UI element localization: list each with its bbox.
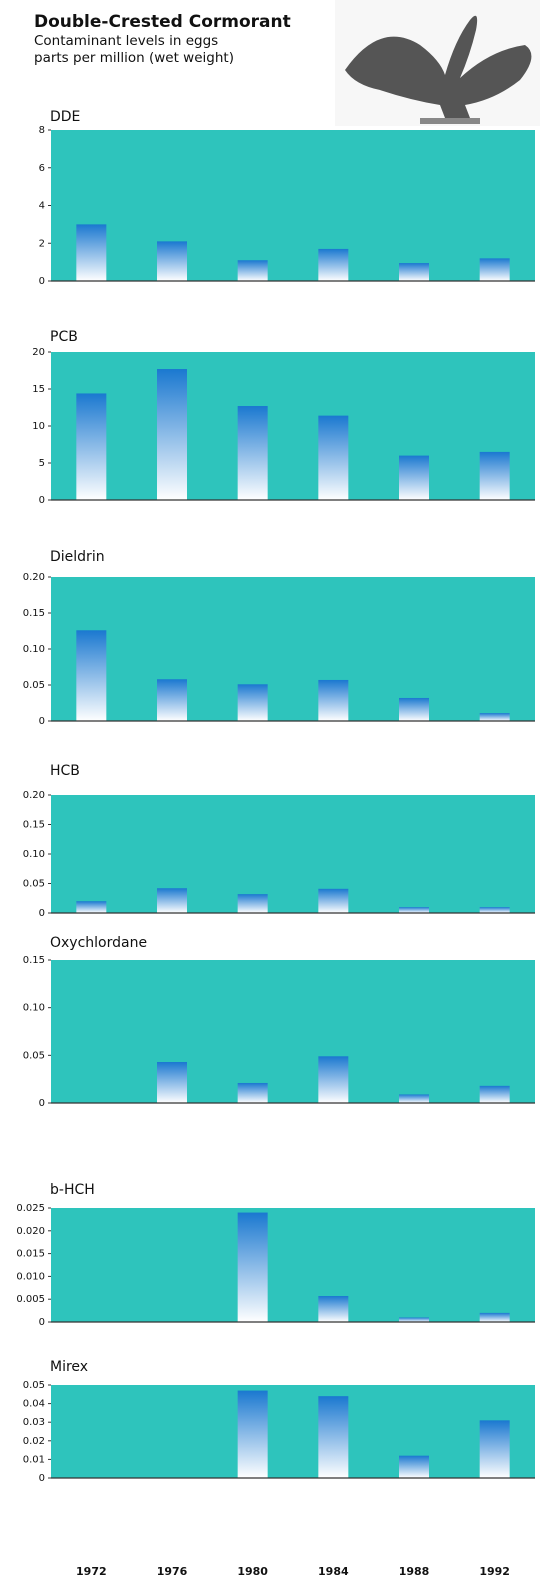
bar bbox=[157, 679, 187, 721]
y-tick-label: 0.10 bbox=[23, 644, 45, 655]
bar bbox=[479, 258, 510, 281]
bar bbox=[76, 630, 107, 721]
bar bbox=[479, 713, 510, 721]
panel-title: Mirex bbox=[50, 1359, 88, 1375]
y-tick-label: 0.20 bbox=[23, 790, 45, 801]
bar bbox=[399, 697, 429, 721]
subtitle: parts per million (wet weight) bbox=[34, 50, 234, 66]
y-tick-label: 0.005 bbox=[16, 1294, 45, 1305]
y-tick-label: 0.20 bbox=[23, 572, 45, 583]
bar bbox=[399, 1317, 429, 1322]
bar bbox=[237, 1082, 268, 1103]
y-tick-label: 0 bbox=[39, 1098, 45, 1109]
y-tick-label: 0.15 bbox=[23, 955, 45, 966]
bar bbox=[76, 901, 107, 913]
panel-title: Oxychlordane bbox=[50, 935, 147, 951]
x-tick-label: 1988 bbox=[399, 1565, 430, 1578]
y-tick-label: 15 bbox=[32, 384, 45, 395]
y-tick-label: 0.04 bbox=[23, 1399, 45, 1410]
bar bbox=[157, 369, 187, 500]
y-tick-label: 8 bbox=[39, 125, 45, 136]
x-tick-label: 1984 bbox=[318, 1565, 349, 1578]
bar bbox=[157, 1062, 187, 1103]
plot-background bbox=[51, 1385, 535, 1478]
panel-title: DDE bbox=[50, 109, 80, 125]
plot-background bbox=[51, 795, 535, 913]
bar bbox=[399, 907, 429, 913]
plot-background bbox=[51, 1208, 535, 1322]
bar bbox=[76, 224, 107, 281]
subtitle: Contaminant levels in eggs bbox=[34, 33, 218, 49]
y-tick-label: 6 bbox=[39, 163, 45, 174]
y-tick-label: 0.15 bbox=[23, 820, 45, 831]
bar bbox=[399, 455, 429, 500]
page-title: Double-Crested Cormorant bbox=[34, 12, 291, 32]
y-tick-label: 0.010 bbox=[16, 1271, 45, 1282]
y-tick-label: 2 bbox=[39, 238, 45, 249]
bar bbox=[479, 1312, 510, 1322]
bar bbox=[76, 393, 107, 500]
y-tick-label: 5 bbox=[39, 458, 45, 469]
y-tick-label: 0.05 bbox=[23, 1380, 45, 1391]
bar bbox=[399, 1094, 429, 1103]
y-tick-label: 20 bbox=[32, 347, 45, 358]
y-tick-label: 0.015 bbox=[16, 1249, 45, 1260]
y-tick-label: 0.05 bbox=[23, 879, 45, 890]
panel-title: PCB bbox=[50, 329, 78, 345]
y-tick-label: 0 bbox=[39, 276, 45, 287]
y-tick-label: 0 bbox=[39, 716, 45, 727]
y-tick-label: 0 bbox=[39, 495, 45, 506]
bar bbox=[318, 888, 349, 913]
bar bbox=[479, 1420, 510, 1478]
bar bbox=[237, 406, 268, 500]
x-tick-label: 1976 bbox=[157, 1565, 188, 1578]
bar bbox=[479, 451, 510, 500]
bar bbox=[399, 1455, 429, 1478]
y-tick-label: 0.01 bbox=[23, 1454, 45, 1465]
y-tick-label: 0 bbox=[39, 1317, 45, 1328]
x-tick-label: 1980 bbox=[237, 1565, 268, 1578]
y-tick-label: 0.05 bbox=[23, 680, 45, 691]
bar bbox=[237, 684, 268, 721]
x-tick-label: 1972 bbox=[76, 1565, 107, 1578]
bar bbox=[479, 907, 510, 913]
plot-background bbox=[51, 352, 535, 500]
y-tick-label: 0.05 bbox=[23, 1050, 45, 1061]
panel-title: b-HCH bbox=[50, 1182, 95, 1198]
y-tick-label: 0.15 bbox=[23, 608, 45, 619]
y-tick-label: 4 bbox=[39, 201, 45, 212]
y-tick-label: 0 bbox=[39, 1473, 45, 1484]
y-tick-label: 0.02 bbox=[23, 1436, 45, 1447]
plot-background bbox=[51, 577, 535, 721]
y-tick-label: 0.10 bbox=[23, 1003, 45, 1014]
bar bbox=[237, 260, 268, 281]
bar bbox=[318, 679, 349, 721]
bar bbox=[479, 1085, 510, 1103]
y-tick-label: 10 bbox=[32, 421, 45, 432]
bar bbox=[157, 888, 187, 913]
bar bbox=[318, 1296, 349, 1322]
x-tick-label: 1992 bbox=[479, 1565, 510, 1578]
bar bbox=[237, 894, 268, 913]
plot-background bbox=[51, 130, 535, 281]
y-tick-label: 0.10 bbox=[23, 849, 45, 860]
bar bbox=[237, 1212, 268, 1322]
bar bbox=[157, 241, 187, 281]
bar bbox=[318, 1396, 349, 1478]
bar bbox=[237, 1390, 268, 1478]
bar bbox=[318, 415, 349, 500]
y-tick-label: 0.03 bbox=[23, 1417, 45, 1428]
bird-illustration bbox=[335, 0, 540, 126]
bar bbox=[399, 263, 429, 281]
bar bbox=[318, 1056, 349, 1103]
plot-background bbox=[51, 960, 535, 1103]
bar bbox=[318, 248, 349, 281]
y-tick-label: 0 bbox=[39, 908, 45, 919]
panel-title: HCB bbox=[50, 763, 80, 779]
y-tick-label: 0.025 bbox=[16, 1203, 45, 1214]
y-tick-label: 0.020 bbox=[16, 1226, 45, 1237]
panel-title: Dieldrin bbox=[50, 549, 105, 565]
